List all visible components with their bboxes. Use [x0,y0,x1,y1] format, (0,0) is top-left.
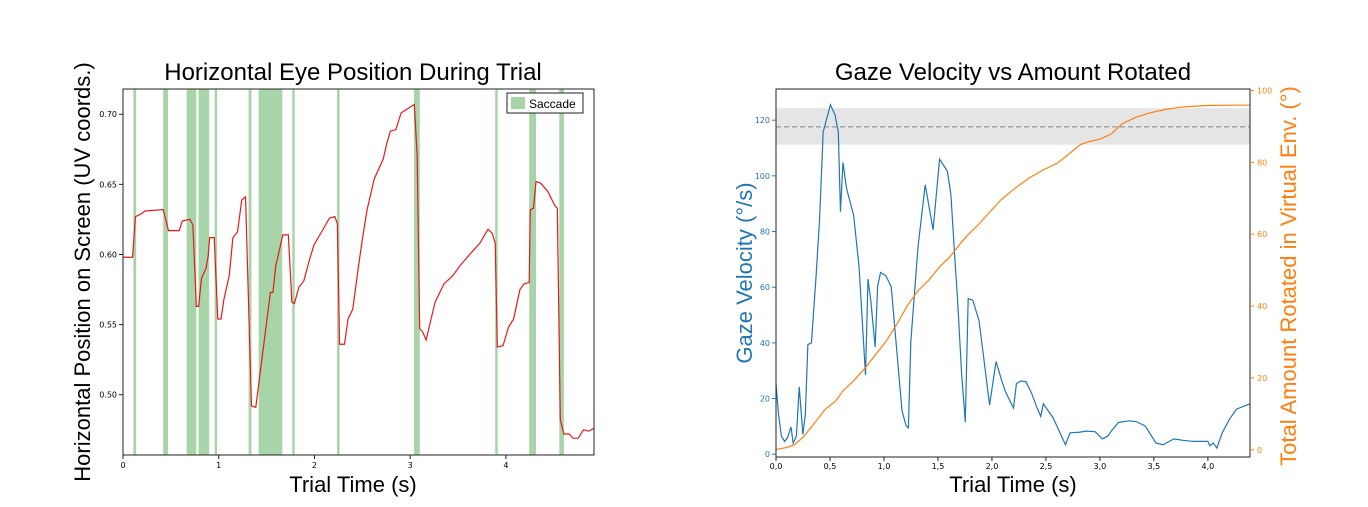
x-tick-label: 1,0 [878,462,891,471]
right-axes-frame [775,88,1251,458]
x-tick-label: 1,5 [932,462,945,471]
x-tick-label: 0 [120,461,125,470]
saccade-span [163,89,168,455]
saccade-span [292,89,295,455]
x-tick-label: 0,0 [770,462,783,471]
x-tick-label: 3,5 [1148,462,1161,471]
right-plot-area: 0,0 0,5 1,0 1,5 2,0 2,5 3,0 3,5 4,0 0 20 40 60 80 100 1… [755,86,1273,471]
legend-label: Saccade [529,97,576,111]
x-tick-label: 3,0 [1094,462,1107,471]
x-tick-label: 4,0 [1202,462,1215,471]
x-tick-label: 1 [216,461,221,470]
y-tick-label: 40 [760,339,770,348]
gaze-velocity-chart: Gaze Velocity vs Amount Rotated Trial Ti… [732,59,1301,497]
right-right-y-axis-label: Total Amount Rotated in Virtual Env. (°) [1276,86,1301,466]
y-tick-label: 0 [765,450,770,459]
x-tick-label: 3 [408,461,413,470]
x-tick-label: 0,5 [824,462,837,471]
right-y-tick-label: 0 [1257,446,1262,455]
saccade-span [186,89,197,455]
left-chart-title: Horizontal Eye Position During Trial [164,59,542,86]
eye-position-line [123,103,594,439]
x-tick-label: 4 [503,461,508,470]
right-y-tick-label: 40 [1257,302,1267,311]
eye-position-chart: Horizontal Eye Position During Trial Tri… [70,59,595,497]
left-x-axis-label: Trial Time (s) [289,472,417,497]
right-y-tick-label: 60 [1257,230,1267,239]
saccade-span [133,89,137,455]
saccade-span [495,89,498,455]
legend-saccade-swatch [511,97,525,109]
right-x-axis-label: Trial Time (s) [949,472,1077,497]
right-y-tick-label: 100 [1257,86,1272,95]
right-left-y-axis-label: Gaze Velocity (°/s) [732,182,757,363]
velocity-line [775,103,1251,450]
left-y-axis-label: Horizontal Position on Screen (UV coords… [70,62,95,481]
y-tick-label: 80 [760,228,770,237]
saccade-span [559,89,564,455]
x-tick-label: 2,0 [986,462,999,471]
y-tick-label: 120 [755,116,770,125]
left-axes-frame [122,88,595,456]
y-tick-label: 0.50 [99,391,117,400]
saccade-span [258,89,283,455]
rotation-line [775,104,1250,451]
legend-box [506,92,584,114]
legend: Saccade [506,92,584,114]
y-tick-label: 20 [760,395,770,404]
y-tick-label: 0.55 [99,321,117,330]
right-y-tick-label: 20 [1257,374,1267,383]
saccade-span [414,89,420,455]
saccade-span [248,89,252,455]
x-tick-label: 2,5 [1040,462,1053,471]
y-tick-label: 0.65 [99,180,117,189]
y-tick-label: 100 [755,172,770,181]
left-plot-area: 0 1 2 3 4 0.50 0.55 0.60 0.65 0.70 Saccade [99,88,595,470]
right-chart-title: Gaze Velocity vs Amount Rotated [835,59,1191,86]
saccade-span [529,89,536,455]
right-y-tick-label: 80 [1257,158,1267,167]
x-tick-label: 2 [312,461,317,470]
y-tick-label: 60 [760,283,770,292]
y-tick-label: 0.60 [99,250,117,259]
y-tick-label: 0.70 [99,110,117,119]
